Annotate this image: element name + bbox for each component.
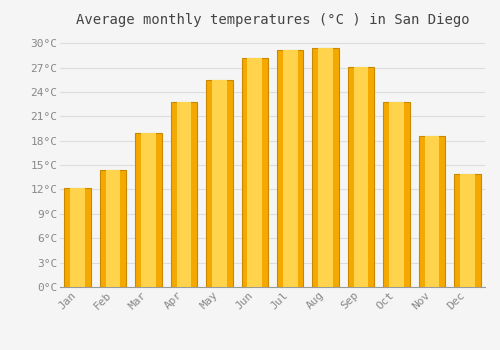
Bar (454, 174, 480, 287)
Bar (64, 188, 91, 287)
Title: Average monthly temperatures (°C ) in San Diego: Average monthly temperatures (°C ) in Sa… (76, 13, 469, 27)
Bar (170, 102, 197, 287)
Bar (100, 170, 126, 287)
Bar (283, 50, 298, 287)
Bar (176, 102, 192, 287)
Bar (318, 48, 333, 287)
Bar (418, 136, 445, 287)
Bar (348, 67, 374, 287)
Bar (277, 50, 303, 287)
Bar (141, 133, 156, 287)
Bar (106, 170, 120, 287)
Bar (389, 102, 404, 287)
Bar (248, 58, 262, 287)
Bar (383, 102, 409, 287)
Bar (212, 80, 226, 287)
Bar (206, 80, 233, 287)
Bar (136, 133, 162, 287)
Bar (312, 48, 339, 287)
Bar (424, 136, 439, 287)
Bar (242, 58, 268, 287)
Bar (460, 174, 474, 287)
Bar (354, 67, 368, 287)
Bar (70, 188, 85, 287)
